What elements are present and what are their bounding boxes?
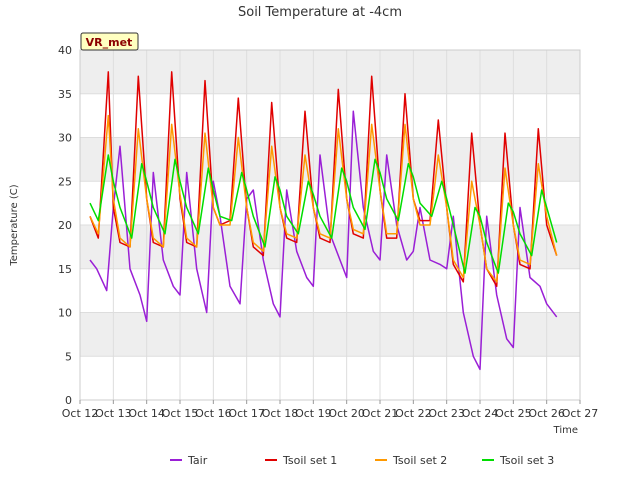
x-tick-label: Oct 16 — [195, 407, 232, 420]
x-axis-title: Time — [553, 425, 578, 436]
legend-label: Tsoil set 2 — [392, 454, 447, 467]
y-tick-label: 5 — [65, 350, 72, 363]
station-tag-box — [80, 32, 139, 51]
series-line-tsoil-set-1 — [89, 71, 558, 288]
x-tick-label: Oct 22 — [395, 407, 432, 420]
y-axis-ticks: 0 5 10 15 20 25 30 35 40 — [58, 44, 72, 407]
x-tick-label: Oct 25 — [495, 407, 532, 420]
y-tick-label: 30 — [58, 132, 72, 145]
station-tag: VR_met — [80, 32, 139, 51]
background-band — [80, 137, 580, 182]
legend-label: Tsoil set 3 — [499, 454, 554, 467]
series-line-tsoil-set-3 — [89, 154, 558, 274]
y-tick-label: 40 — [58, 44, 72, 57]
x-tick-label: Oct 24 — [462, 407, 499, 420]
y-tick-label: 25 — [58, 175, 72, 188]
y-tick-label: 0 — [65, 394, 72, 407]
x-tick-label: Oct 12 — [62, 407, 99, 420]
series-line-tair — [89, 110, 558, 371]
x-tick-label: Oct 18 — [262, 407, 299, 420]
chart-title: Soil Temperature at -4cm — [238, 5, 402, 20]
x-tick-label: Oct 26 — [528, 407, 565, 420]
legend-label: Tair — [187, 454, 208, 467]
x-tick-label: Oct 23 — [428, 407, 465, 420]
series-layer — [89, 71, 558, 371]
background-band — [80, 50, 580, 94]
y-axis-title: Temperature (C) — [9, 184, 20, 266]
x-tick-label: Oct 20 — [328, 407, 365, 420]
y-tick-label: 10 — [58, 307, 72, 320]
y-tick-label: 20 — [58, 219, 72, 232]
legend-label: Tsoil set 1 — [282, 454, 337, 467]
station-tag-label: VR_met — [86, 36, 133, 49]
y-tick-label: 15 — [58, 263, 72, 276]
y-tick-label: 35 — [58, 88, 72, 101]
background-bands — [80, 50, 580, 357]
x-tick-label: Oct 27 — [562, 407, 599, 420]
x-tick-label: Oct 15 — [162, 407, 199, 420]
x-tick-label: Oct 17 — [228, 407, 265, 420]
x-tick-label: Oct 14 — [128, 407, 165, 420]
x-tick-label: Oct 21 — [362, 407, 399, 420]
x-tick-label: Oct 13 — [95, 407, 132, 420]
background-band — [80, 312, 580, 357]
plot-frame — [79, 49, 581, 401]
legend: Tair Tsoil set 1 Tsoil set 2 Tsoil set 3 — [170, 454, 554, 467]
x-tick-label: Oct 19 — [295, 407, 332, 420]
